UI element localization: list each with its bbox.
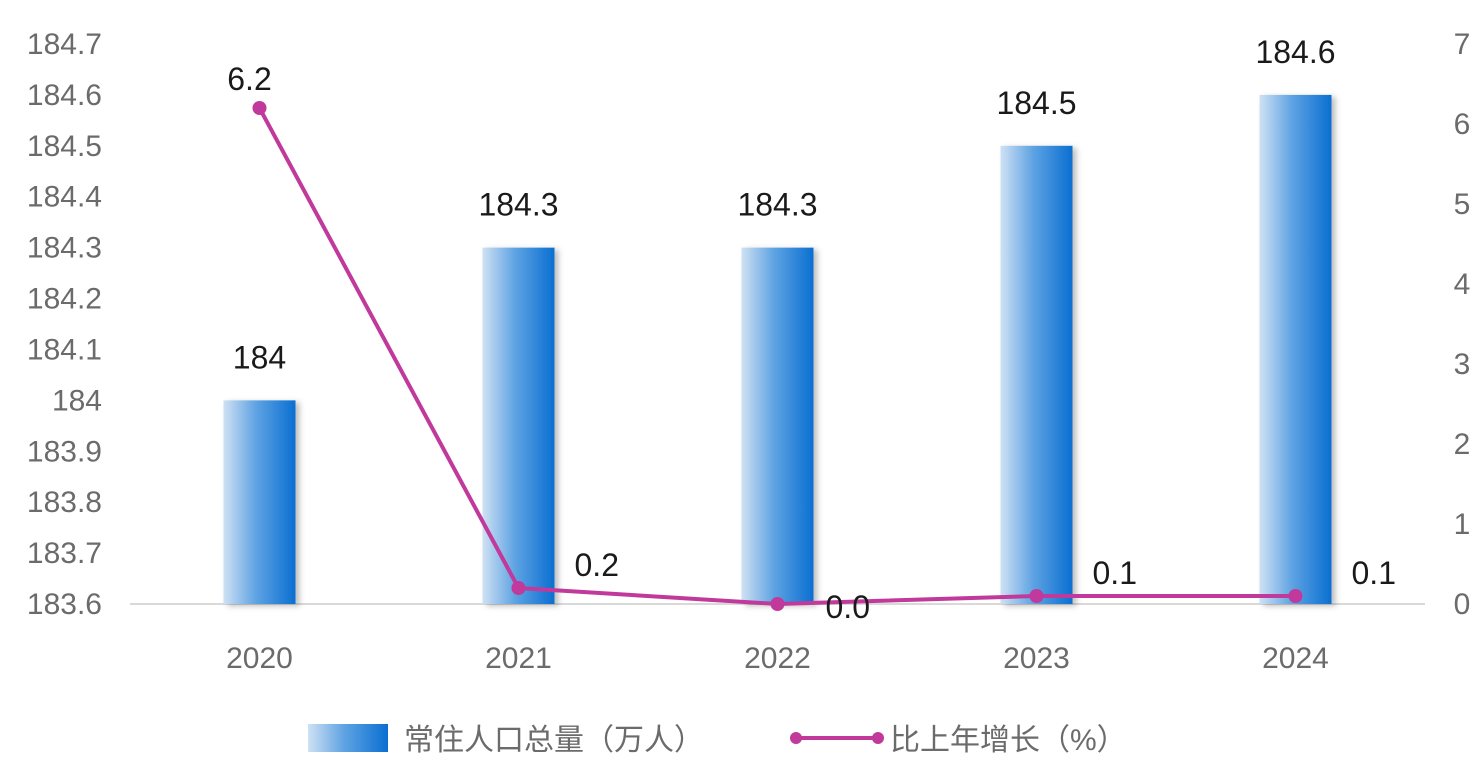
y-right-tick-label: 4: [1454, 268, 1471, 301]
x-tick-label: 2021: [485, 642, 552, 675]
bar-series: 184 184.3 184.3 184.5 184.6: [223, 34, 1336, 605]
y-axis-right: 7 6 5 4 3 2 1 0: [1454, 28, 1471, 621]
legend-bar-swatch: [308, 724, 388, 752]
y-right-tick-label: 0: [1454, 588, 1471, 621]
bar: [1000, 145, 1073, 604]
bar-data-label: 184.3: [737, 187, 817, 223]
legend: 常住人口总量（万人） 比上年增长（%）: [308, 724, 1127, 757]
x-tick-label: 2023: [1003, 642, 1070, 675]
line-series: 6.2 0.2 0.0 0.1 0.1: [227, 61, 1396, 625]
line-point: [1288, 589, 1303, 603]
legend-line-marker: [790, 732, 802, 744]
line-point: [511, 581, 526, 595]
y-left-tick-label: 184.3: [27, 232, 102, 265]
bar: [741, 247, 814, 605]
bar: [223, 400, 296, 604]
bar: [482, 247, 555, 605]
y-left-tick-label: 183.9: [27, 435, 102, 468]
y-left-tick-label: 184: [52, 384, 102, 417]
line-point: [252, 101, 267, 115]
y-left-tick-label: 184.1: [27, 333, 102, 366]
x-tick-label: 2024: [1262, 642, 1329, 675]
y-right-tick-label: 7: [1454, 28, 1471, 61]
y-left-tick-label: 184.5: [27, 130, 102, 163]
y-left-tick-label: 184.6: [27, 79, 102, 112]
y-axis-left: 184.7 184.6 184.5 184.4 184.3 184.2 184.1 184 18…: [27, 28, 102, 621]
legend-line-marker: [872, 732, 884, 744]
legend-line-label: 比上年增长（%）: [890, 724, 1127, 757]
y-right-tick-label: 1: [1454, 508, 1471, 541]
line-data-label: 0.1: [1352, 555, 1396, 591]
y-left-tick-label: 183.6: [27, 588, 102, 621]
y-right-tick-label: 2: [1454, 428, 1471, 461]
bar-data-label: 184.3: [478, 187, 558, 223]
bar-data-label: 184: [233, 339, 286, 375]
y-left-tick-label: 183.8: [27, 486, 102, 519]
x-tick-label: 2022: [744, 642, 811, 675]
x-axis: 2020 2021 2022 2023 2024: [226, 642, 1329, 675]
y-left-tick-label: 184.7: [27, 28, 102, 61]
x-tick-label: 2020: [226, 642, 293, 675]
line-data-label: 0.2: [575, 547, 619, 583]
bar-data-label: 184.6: [1255, 34, 1335, 70]
line-point: [770, 597, 785, 611]
y-left-tick-label: 184.4: [27, 181, 102, 214]
line-point: [1029, 589, 1044, 603]
y-right-tick-label: 5: [1454, 188, 1471, 221]
bar-data-label: 184.5: [996, 85, 1076, 121]
bar: [1259, 94, 1332, 604]
line-data-label: 0.0: [826, 589, 870, 625]
y-left-tick-label: 184.2: [27, 283, 102, 316]
y-right-tick-label: 6: [1454, 108, 1471, 141]
y-right-tick-label: 3: [1454, 348, 1471, 381]
line-data-label: 0.1: [1093, 555, 1137, 591]
y-left-tick-label: 183.7: [27, 537, 102, 570]
legend-bar-label: 常住人口总量（万人）: [404, 724, 704, 757]
line-data-label: 6.2: [227, 61, 271, 97]
